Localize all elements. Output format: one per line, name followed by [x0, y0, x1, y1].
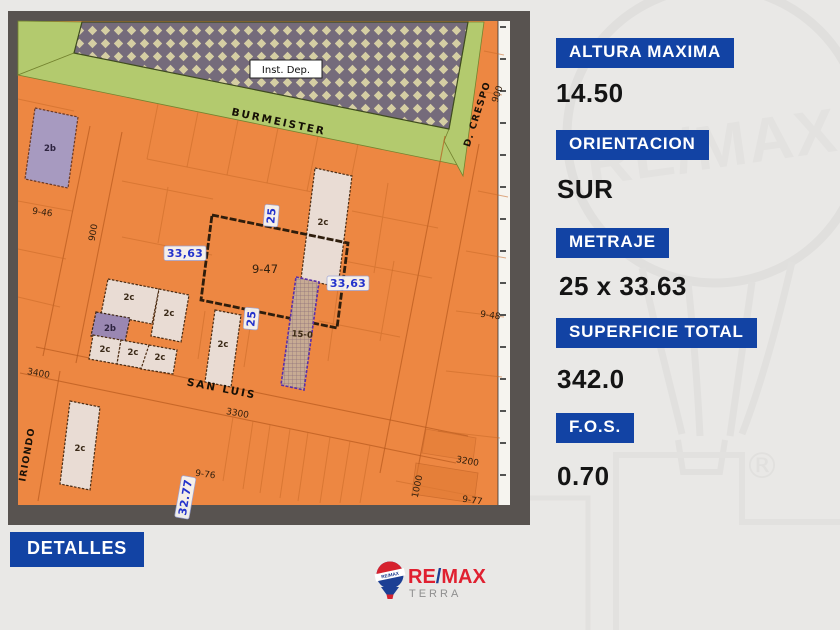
- field-label-superficie-total: SUPERFICIE TOTAL: [556, 318, 757, 348]
- map-label: 33,63: [163, 245, 207, 261]
- map-label: 3400: [26, 367, 51, 381]
- map-label: 9-47: [252, 262, 278, 276]
- watermark-skyline: [613, 452, 840, 630]
- field-value-metraje: 25 x 33.63: [559, 271, 687, 301]
- building-2c-south: [59, 400, 101, 491]
- building-2b-cluster: [90, 311, 131, 343]
- map-label: 25: [262, 204, 280, 228]
- map-label: 3200: [455, 455, 480, 469]
- svg-text:2c: 2c: [218, 340, 229, 350]
- map-label: 2c: [75, 444, 86, 454]
- map-label: 15-0: [291, 329, 313, 341]
- map-label: 9-46: [31, 207, 53, 220]
- svg-text:25: 25: [264, 207, 278, 224]
- map-label: Inst. Dep.: [249, 59, 323, 79]
- remax-terra-logo: RE/MAX RE/MAX TERRA: [374, 561, 486, 600]
- map-label: 2c: [218, 340, 229, 350]
- svg-text:2c: 2c: [164, 309, 175, 319]
- svg-text:15-0: 15-0: [291, 329, 313, 341]
- svg-text:33,63: 33,63: [167, 247, 203, 260]
- map-label: 25: [242, 307, 260, 331]
- map-label: 32.77: [174, 475, 197, 520]
- map-label: 3300: [225, 407, 250, 421]
- map-label: 1000: [411, 474, 426, 499]
- map-label: 2c: [124, 293, 135, 303]
- svg-text:3300: 3300: [225, 407, 250, 421]
- map-label: 33,63: [326, 275, 370, 291]
- watermark-basket: [675, 439, 728, 475]
- map-label: 2c: [128, 348, 139, 358]
- balloon-band-text: RE/MAX: [381, 571, 400, 580]
- map-label: 9-48: [479, 310, 501, 323]
- map-label: 2c: [318, 218, 329, 228]
- svg-text:9-77: 9-77: [461, 495, 483, 508]
- field-label-fos: F.O.S.: [556, 413, 635, 443]
- map-label: 9-76: [194, 469, 216, 482]
- cadastral-map: Inst. Dep. BURMEISTER D. CRESPO 900 900 9-46 3…: [8, 11, 530, 530]
- svg-text:25: 25: [244, 310, 258, 327]
- svg-text:2c: 2c: [155, 353, 166, 363]
- svg-text:2c: 2c: [318, 218, 329, 228]
- svg-text:1000: 1000: [411, 474, 426, 499]
- svg-text:2b: 2b: [104, 324, 116, 334]
- map-label: 900: [88, 223, 101, 242]
- watermark-registered: ®: [744, 446, 780, 487]
- lot-9-47-outline: [199, 213, 350, 330]
- field-value-orientacion: SUR: [557, 174, 614, 204]
- building-2c-tall-mid: [204, 309, 242, 388]
- map-label: 9-77: [461, 495, 483, 508]
- parcel-lines: [17, 50, 509, 504]
- remax-balloon-icon: RE/MAX: [374, 561, 406, 599]
- logo-wordmark: RE/MAX: [408, 566, 486, 588]
- svg-text:2c: 2c: [128, 348, 139, 358]
- svg-text:9-48: 9-48: [479, 310, 501, 323]
- field-label-altura-maxima: ALTURA MAXIMA: [556, 38, 735, 68]
- building-2b-northwest: [24, 107, 79, 189]
- map-label: 2c: [100, 345, 111, 355]
- map-label: 2b: [44, 144, 56, 154]
- map-label: 2c: [164, 309, 175, 319]
- svg-text:9-47: 9-47: [252, 262, 278, 276]
- subject-parcel: [280, 276, 320, 391]
- field-value-fos: 0.70: [557, 461, 610, 491]
- buildings: [24, 107, 353, 491]
- svg-text:32.77: 32.77: [176, 478, 195, 516]
- svg-text:3400: 3400: [26, 367, 51, 381]
- svg-text:3200: 3200: [455, 455, 480, 469]
- svg-text:9-76: 9-76: [194, 469, 216, 482]
- svg-text:2c: 2c: [124, 293, 135, 303]
- field-value-altura-maxima: 14.50: [556, 78, 624, 108]
- logo-office-name: TERRA: [409, 588, 461, 600]
- map-label: 2b: [104, 324, 116, 334]
- svg-text:900: 900: [88, 223, 101, 242]
- svg-text:2b: 2b: [44, 144, 56, 154]
- map-label: 2c: [155, 353, 166, 363]
- svg-text:2c: 2c: [100, 345, 111, 355]
- svg-text:33,63: 33,63: [330, 277, 366, 290]
- svg-text:2c: 2c: [75, 444, 86, 454]
- svg-text:9-46: 9-46: [31, 207, 53, 220]
- field-value-superficie-total: 342.0: [557, 364, 625, 394]
- svg-text:Inst. Dep.: Inst. Dep.: [262, 65, 310, 76]
- field-label-orientacion: ORIENTACION: [556, 130, 709, 160]
- field-label-metraje: METRAJE: [556, 228, 669, 258]
- details-button[interactable]: DETALLES: [10, 532, 145, 567]
